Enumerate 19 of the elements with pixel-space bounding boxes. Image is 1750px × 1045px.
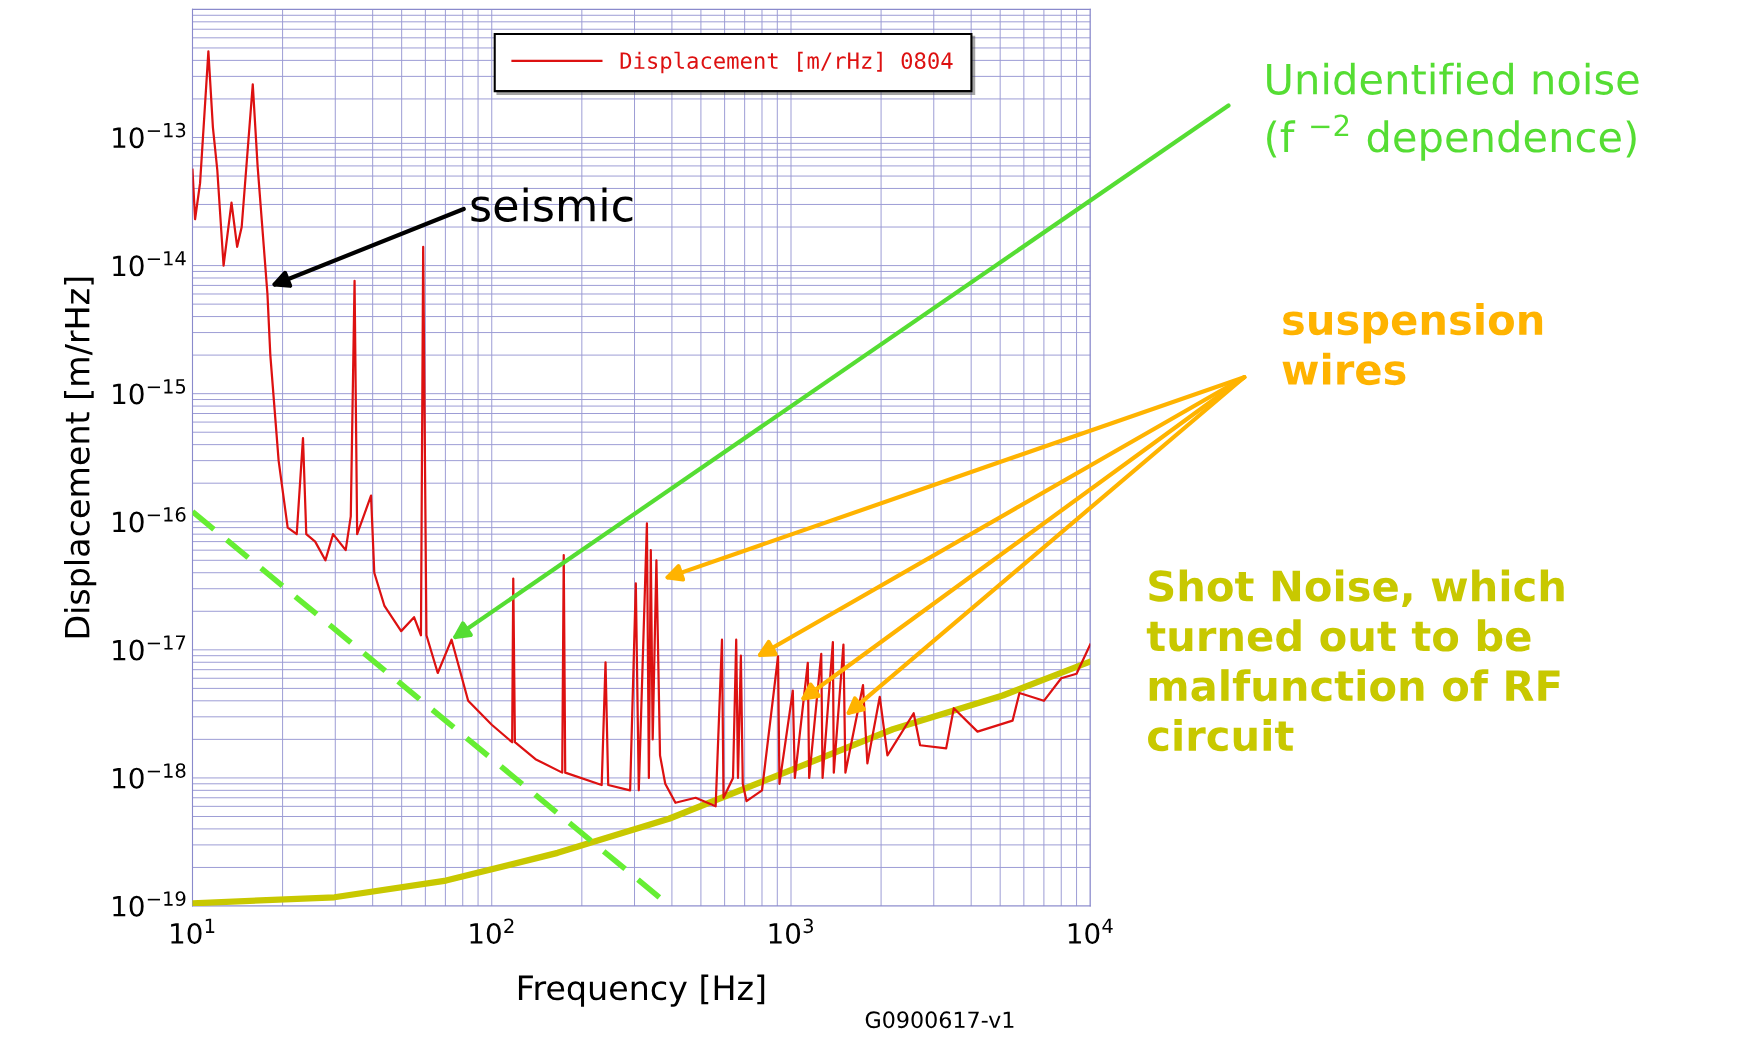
text: G0900617-v1 [865,1011,1014,1029]
y-tick-label: 10$^{−13}$ [113,122,186,149]
annotation: Unidentified noise (f $^{−2}$ dependence) [1267,62,1639,161]
text: Shot Noise, which turned out to be malfunction of RF circuit [1146,569,1564,752]
y-axis-title: Displacement [m/rHz] [63,277,97,638]
x-tick-label: 10$^{2}$ [470,918,514,944]
y-tick-label: 10$^{−14}$ [113,251,186,277]
x-tick-label: 10$^{1}$ [171,918,215,944]
y-tick-label: 10$^{−17}$ [113,635,186,661]
legend-label: Displacement [m/rHz] 0804 [620,51,953,74]
y-tick-label: 10$^{−19}$ [113,891,186,917]
x-tick-label: 10$^{4}$ [1068,918,1113,944]
y-tick-label: 10$^{−18}$ [113,763,186,789]
text: suspension wires [1282,303,1543,386]
y-tick-label: 10$^{−15}$ [113,379,186,405]
annotation: seismic [471,187,633,222]
x-axis-title: Frequency [Hz] [518,974,765,1007]
x-tick-label: 10$^{3}$ [769,918,813,944]
y-tick-label: 10$^{−16}$ [113,507,186,533]
